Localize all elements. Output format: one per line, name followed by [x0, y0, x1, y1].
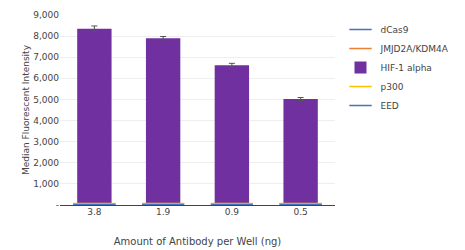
svg-text:3,000: 3,000 [33, 137, 59, 147]
svg-text:7,000: 7,000 [33, 52, 59, 62]
svg-text:1.9: 1.9 [156, 207, 171, 217]
svg-text:2,000: 2,000 [33, 158, 59, 168]
svg-text:1,000: 1,000 [33, 179, 59, 189]
svg-text:HIF-1 alpha: HIF-1 alpha [381, 63, 432, 73]
svg-text:0.5: 0.5 [293, 207, 307, 217]
svg-text:8,000: 8,000 [33, 31, 59, 41]
svg-text:5,000: 5,000 [33, 95, 59, 105]
svg-text:Amount of Antibody per Well (n: Amount of Antibody per Well (ng) [114, 236, 282, 247]
svg-text:9,000: 9,000 [33, 10, 59, 20]
svg-text:0.9: 0.9 [225, 207, 240, 217]
svg-text:3.8: 3.8 [87, 207, 102, 217]
svg-text:6,000: 6,000 [33, 73, 59, 83]
svg-text:4,000: 4,000 [33, 116, 59, 126]
svg-text:Median Fluorescent Intensity: Median Fluorescent Intensity [21, 44, 31, 175]
svg-text:EED: EED [381, 101, 399, 111]
svg-text:JMJD2A/KDM4A: JMJD2A/KDM4A [380, 44, 449, 54]
svg-text:dCas9: dCas9 [381, 25, 409, 35]
svg-text:p300: p300 [381, 82, 404, 92]
svg-text:-: - [56, 200, 59, 210]
